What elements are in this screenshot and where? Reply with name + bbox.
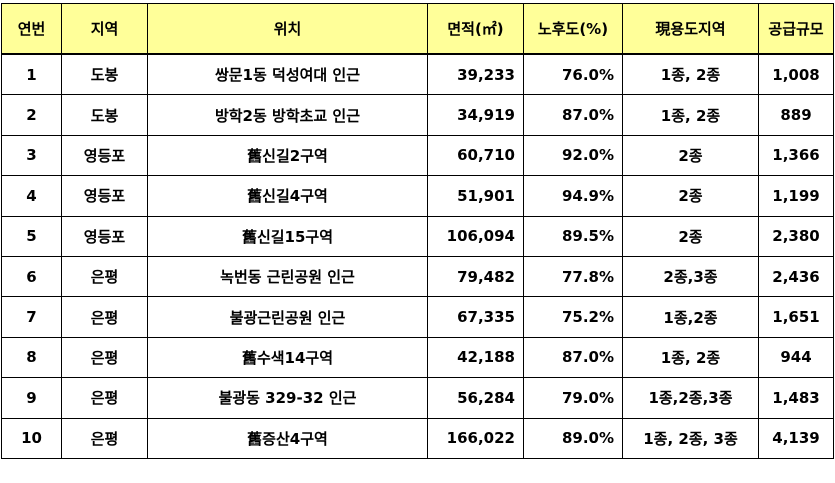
cell-zoning: 2종 bbox=[622, 134, 759, 177]
cell-supply: 1,483 bbox=[758, 377, 834, 419]
cell-region: 영등포 bbox=[61, 134, 148, 177]
header-aging: 노후도(%) bbox=[523, 3, 623, 55]
header-no: 연번 bbox=[1, 3, 62, 55]
header-location: 위치 bbox=[147, 3, 428, 55]
cell-no: 4 bbox=[1, 175, 62, 217]
table-row: 9 은평 불광동 329-32 인근 56,284 79.0% 1종,2종,3종 1,483 bbox=[1, 377, 834, 419]
cell-no: 3 bbox=[1, 134, 62, 177]
cell-area: 106,094 bbox=[427, 215, 524, 257]
cell-aging: 76.0% bbox=[523, 53, 623, 96]
cell-zoning: 1종,2종,3종 bbox=[622, 377, 759, 419]
table-row: 8 은평 舊수색14구역 42,188 87.0% 1종, 2종 944 bbox=[1, 336, 834, 379]
cell-supply: 2,436 bbox=[758, 255, 834, 298]
cell-region: 은평 bbox=[61, 296, 148, 338]
header-area: 면적(㎡) bbox=[427, 3, 524, 55]
table-row: 10 은평 舊증산4구역 166,022 89.0% 1종, 2종, 3종 4,139 bbox=[1, 417, 834, 459]
cell-location: 녹번동 근린공원 인근 bbox=[147, 255, 428, 298]
cell-zoning: 2종 bbox=[622, 215, 759, 257]
cell-region: 도봉 bbox=[61, 94, 148, 136]
cell-region: 도봉 bbox=[61, 53, 148, 96]
cell-area: 39,233 bbox=[427, 53, 524, 96]
cell-area: 79,482 bbox=[427, 255, 524, 298]
cell-region: 은평 bbox=[61, 377, 148, 419]
header-zoning: 現용도지역 bbox=[622, 3, 759, 55]
header-row: 연번 지역 위치 면적(㎡) 노후도(%) 現용도지역 공급규모 bbox=[1, 3, 834, 55]
cell-no: 8 bbox=[1, 336, 62, 379]
table-row: 1 도봉 쌍문1동 덕성여대 인근 39,233 76.0% 1종, 2종 1,008 bbox=[1, 53, 834, 96]
cell-area: 34,919 bbox=[427, 94, 524, 136]
cell-aging: 94.9% bbox=[523, 175, 623, 217]
table-container: 연번 지역 위치 면적(㎡) 노후도(%) 現용도지역 공급규모 1 도봉 쌍문1동… bbox=[1, 3, 834, 459]
cell-area: 67,335 bbox=[427, 296, 524, 338]
cell-supply: 4,139 bbox=[758, 417, 834, 459]
cell-no: 6 bbox=[1, 255, 62, 298]
cell-no: 9 bbox=[1, 377, 62, 419]
cell-no: 1 bbox=[1, 53, 62, 96]
cell-aging: 89.5% bbox=[523, 215, 623, 257]
table-row: 3 영등포 舊신길2구역 60,710 92.0% 2종 1,366 bbox=[1, 134, 834, 177]
cell-supply: 2,380 bbox=[758, 215, 834, 257]
cell-region: 은평 bbox=[61, 255, 148, 298]
cell-supply: 889 bbox=[758, 94, 834, 136]
cell-supply: 1,651 bbox=[758, 296, 834, 338]
cell-supply: 944 bbox=[758, 336, 834, 379]
cell-location: 불광근린공원 인근 bbox=[147, 296, 428, 338]
cell-aging: 87.0% bbox=[523, 94, 623, 136]
table-row: 5 영등포 舊신길15구역 106,094 89.5% 2종 2,380 bbox=[1, 215, 834, 257]
header-supply: 공급규모 bbox=[758, 3, 834, 55]
cell-location: 舊신길4구역 bbox=[147, 175, 428, 217]
table-row: 4 영등포 舊신길4구역 51,901 94.9% 2종 1,199 bbox=[1, 175, 834, 217]
cell-aging: 89.0% bbox=[523, 417, 623, 459]
cell-no: 2 bbox=[1, 94, 62, 136]
table-row: 6 은평 녹번동 근린공원 인근 79,482 77.8% 2종,3종 2,436 bbox=[1, 255, 834, 298]
cell-area: 56,284 bbox=[427, 377, 524, 419]
cell-region: 영등포 bbox=[61, 175, 148, 217]
cell-region: 영등포 bbox=[61, 215, 148, 257]
cell-location: 방학2동 방학초교 인근 bbox=[147, 94, 428, 136]
cell-location: 舊신길15구역 bbox=[147, 215, 428, 257]
cell-zoning: 1종, 2종 bbox=[622, 336, 759, 379]
cell-location: 쌍문1동 덕성여대 인근 bbox=[147, 53, 428, 96]
cell-area: 166,022 bbox=[427, 417, 524, 459]
cell-area: 42,188 bbox=[427, 336, 524, 379]
cell-zoning: 1종,2종 bbox=[622, 296, 759, 338]
cell-aging: 92.0% bbox=[523, 134, 623, 177]
cell-location: 舊신길2구역 bbox=[147, 134, 428, 177]
cell-area: 60,710 bbox=[427, 134, 524, 177]
cell-zoning: 1종, 2종, 3종 bbox=[622, 417, 759, 459]
table-row: 2 도봉 방학2동 방학초교 인근 34,919 87.0% 1종, 2종 889 bbox=[1, 94, 834, 136]
cell-aging: 77.8% bbox=[523, 255, 623, 298]
cell-aging: 79.0% bbox=[523, 377, 623, 419]
cell-zoning: 2종 bbox=[622, 175, 759, 217]
cell-zoning: 2종,3종 bbox=[622, 255, 759, 298]
cell-supply: 1,366 bbox=[758, 134, 834, 177]
cell-region: 은평 bbox=[61, 336, 148, 379]
cell-aging: 87.0% bbox=[523, 336, 623, 379]
cell-area: 51,901 bbox=[427, 175, 524, 217]
cell-no: 10 bbox=[1, 417, 62, 459]
cell-supply: 1,199 bbox=[758, 175, 834, 217]
cell-zoning: 1종, 2종 bbox=[622, 94, 759, 136]
table-row: 7 은평 불광근린공원 인근 67,335 75.2% 1종,2종 1,651 bbox=[1, 296, 834, 338]
cell-zoning: 1종, 2종 bbox=[622, 53, 759, 96]
cell-location: 불광동 329-32 인근 bbox=[147, 377, 428, 419]
cell-supply: 1,008 bbox=[758, 53, 834, 96]
cell-region: 은평 bbox=[61, 417, 148, 459]
cell-aging: 75.2% bbox=[523, 296, 623, 338]
header-region: 지역 bbox=[61, 3, 148, 55]
cell-no: 7 bbox=[1, 296, 62, 338]
cell-no: 5 bbox=[1, 215, 62, 257]
cell-location: 舊증산4구역 bbox=[147, 417, 428, 459]
cell-location: 舊수색14구역 bbox=[147, 336, 428, 379]
supply-table: 연번 지역 위치 면적(㎡) 노후도(%) 現용도지역 공급규모 1 도봉 쌍문1동… bbox=[1, 3, 834, 459]
